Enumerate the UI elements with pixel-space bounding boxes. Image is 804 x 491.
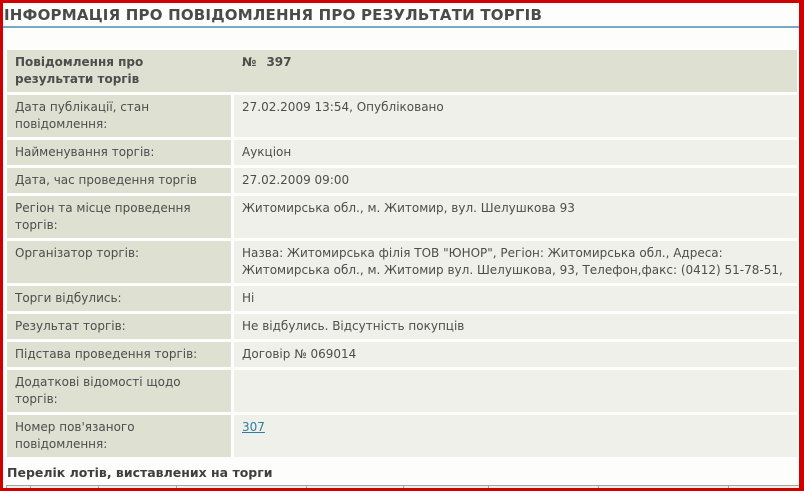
- info-row-value: 27.02.2009 09:00: [234, 168, 797, 193]
- info-row-value: Аукціон: [234, 140, 797, 165]
- info-row-result: Результат торгів: Не відбулись. Відсутні…: [7, 314, 797, 339]
- lots-header-row: № з/п Реєст. номер лоту Номер у торгах Н…: [6, 485, 799, 488]
- info-row-label: Регіон та місце проведення торгів:: [7, 196, 231, 238]
- info-row-label: Дата, час проведення торгів: [7, 168, 231, 193]
- notice-header-label: Повідомлення про результати торгів: [15, 55, 144, 86]
- column-header-reg-number: Реєст. номер лоту: [30, 485, 99, 488]
- info-row-label: Найменування торгів:: [7, 140, 231, 165]
- info-row-auction-name: Найменування торгів: Аукціон: [7, 140, 797, 165]
- column-header-sale-price: Ціна продажу лоту, грн.: [488, 485, 599, 488]
- info-row-label: Додаткові відомості щодо торгів:: [7, 370, 231, 412]
- info-row-label: Організатор торгів:: [7, 241, 231, 283]
- column-header-start-price: Стартова ціна лоту, грн.: [403, 485, 489, 488]
- info-row-label: Номер пов'язаного повідомлення:: [7, 415, 231, 457]
- info-row-region: Регіон та місце проведення торгів: Житом…: [7, 196, 797, 238]
- info-row-value: Не відбулись. Відсутність покупців: [234, 314, 797, 339]
- info-row-additional: Додаткові відомості щодо торгів:: [7, 370, 797, 412]
- info-row-value: 307: [234, 415, 797, 457]
- column-header-lot-name: Найменування лоту: [176, 485, 307, 488]
- lots-heading: Перелік лотів, виставлених на торги: [7, 465, 273, 480]
- info-row-auction-date: Дата, час проведення торгів 27.02.2009 0…: [7, 168, 797, 193]
- info-row-related-notice: Номер пов'язаного повідомлення: 307: [7, 415, 797, 457]
- info-row-value: 27.02.2009 13:54, Опубліковано: [234, 95, 797, 137]
- related-notice-link[interactable]: 307: [242, 420, 265, 434]
- column-header-seq-number: № з/п: [6, 485, 31, 488]
- info-row-label: Підстава проведення торгів:: [7, 342, 231, 367]
- notice-header-row: Повідомлення про результати торгів № 397: [7, 50, 797, 92]
- notice-number: № 397: [234, 50, 797, 92]
- lots-table: № з/п Реєст. номер лоту Номер у торгах Н…: [6, 485, 799, 488]
- info-row-label: Торги відбулись:: [7, 286, 231, 311]
- notice-details-table: Повідомлення про результати торгів № 397 …: [7, 50, 797, 457]
- info-row-organizer: Організатор торгів: Назва: Житомирська ф…: [7, 241, 797, 283]
- column-header-notes: Примітки: [728, 485, 799, 488]
- info-row-basis: Підстава проведення торгів: Договір № 06…: [7, 342, 797, 367]
- info-row-label: Дата публікації, стан повідомлення:: [7, 95, 231, 137]
- info-row-label: Результат торгів:: [7, 314, 231, 339]
- column-header-lot-result: Результат торгів по лоту: [306, 485, 404, 488]
- info-row-value: Ні: [234, 286, 797, 311]
- info-row-took-place: Торги відбулись: Ні: [7, 286, 797, 311]
- info-row-publication: Дата публікації, стан повідомлення: 27.0…: [7, 95, 797, 137]
- info-row-value: Назва: Житомирська філія ТОВ "ЮНОР", Рег…: [234, 241, 797, 283]
- notice-number-value: 397: [266, 55, 292, 69]
- notice-number-sign: №: [242, 55, 257, 69]
- info-row-value: Житомирська обл., м. Житомир, вул. Шелуш…: [234, 196, 797, 238]
- column-header-buyer: ПІБ/Назва покупця: [598, 485, 729, 488]
- page-title: ІНФОРМАЦІЯ ПРО ПОВІДОМЛЕННЯ ПРО РЕЗУЛЬТА…: [3, 3, 799, 28]
- info-row-value: [234, 370, 797, 412]
- info-row-value: Договір № 069014: [234, 342, 797, 367]
- column-header-number-in-auction: Номер у торгах: [98, 485, 177, 488]
